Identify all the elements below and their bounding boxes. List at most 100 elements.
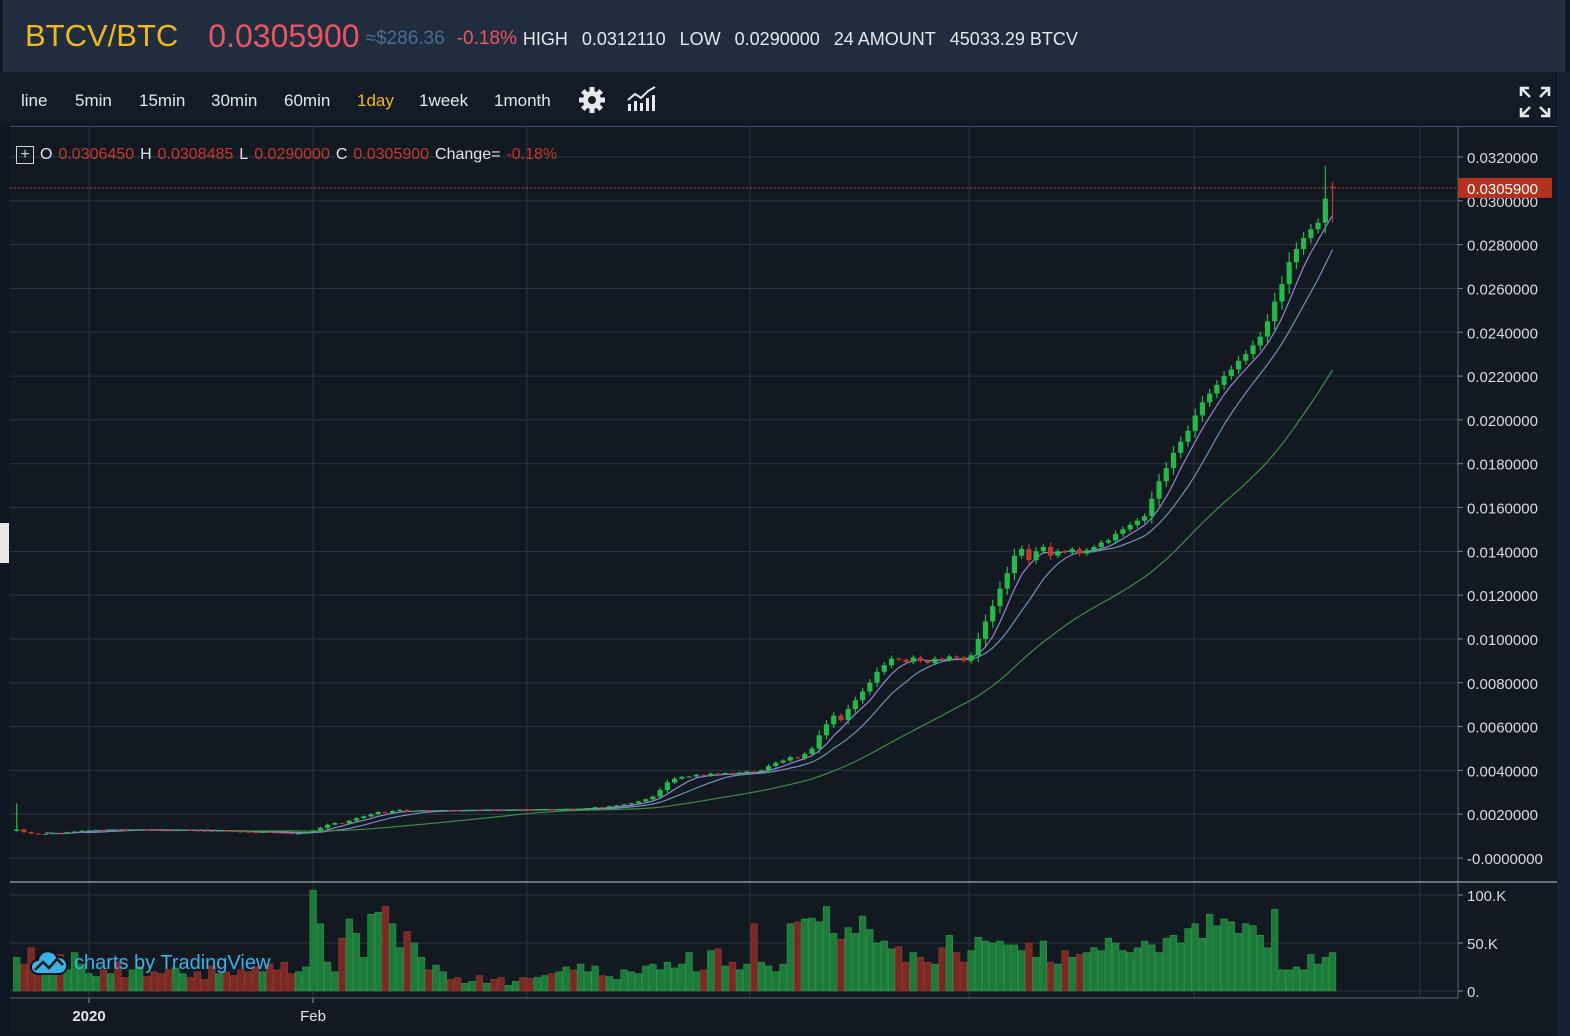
timeframe-1month[interactable]: 1month <box>494 91 551 110</box>
candle-body <box>1026 549 1032 561</box>
volume-bar <box>866 929 874 992</box>
volume-bar <box>938 947 946 992</box>
candle-body <box>1178 441 1184 453</box>
candle-body <box>635 801 642 804</box>
price-tick-label: 0.0280000 <box>1467 238 1538 255</box>
timeframe-1week[interactable]: 1week <box>419 91 469 110</box>
timeframe-30min[interactable]: 30min <box>211 91 258 110</box>
volume-bar <box>887 948 896 992</box>
candle-body <box>353 818 360 821</box>
candle-body <box>527 809 533 811</box>
candle-body <box>570 808 577 810</box>
candle-body <box>650 796 656 800</box>
candle-body <box>1329 186 1336 188</box>
volume-bar <box>562 966 570 992</box>
candle-body <box>1156 481 1162 499</box>
candle-body <box>397 809 403 811</box>
branding-text: charts by TradingView <box>74 951 271 974</box>
candle-body <box>982 621 989 639</box>
candle-body <box>93 829 99 831</box>
volume-bar <box>613 979 621 992</box>
expand-legend-icon[interactable]: + <box>16 146 34 164</box>
volume-bar <box>222 971 230 992</box>
volume-bar <box>844 927 852 992</box>
volume-bar <box>909 952 917 992</box>
indicators-icon[interactable] <box>627 86 657 117</box>
volume-bar <box>981 940 990 992</box>
candle-body <box>672 778 678 783</box>
candle-body <box>729 773 736 775</box>
ohlc-legend: + O 0.0306450 H 0.0308485 L 0.0290000 C … <box>16 146 557 164</box>
candle-body <box>838 715 844 720</box>
volume-bar <box>403 931 411 992</box>
candle-body <box>556 809 562 811</box>
moving-average-30-line <box>226 369 1334 832</box>
timeframe-1day[interactable]: 1day <box>357 91 394 110</box>
candle-body <box>1149 498 1155 517</box>
volume-bar <box>172 967 180 992</box>
candle-body <box>1134 520 1140 526</box>
candle-body <box>903 659 909 662</box>
fullscreen-icon[interactable] <box>1519 86 1551 123</box>
volume-bar <box>352 933 361 992</box>
timeframe-5min[interactable]: 5min <box>75 91 112 110</box>
price-tick-label: 0.0240000 <box>1467 325 1538 342</box>
volume-bar <box>793 921 802 992</box>
candle-body <box>426 810 432 812</box>
volume-bar <box>374 911 382 992</box>
candle-body <box>628 803 634 805</box>
amount-value: 45033.29 BTCV <box>949 28 1078 49</box>
price-tick-label: 0.0100000 <box>1467 632 1538 649</box>
usd-price: ≈$286.36 <box>365 28 445 49</box>
volume-bar <box>577 963 585 992</box>
volume-bar <box>396 947 404 992</box>
volume-bar <box>960 961 968 992</box>
volume-bar <box>345 918 353 992</box>
candle-body <box>831 715 837 725</box>
candle-body <box>1141 516 1148 521</box>
volume-bar <box>815 921 823 992</box>
volume-bar <box>13 957 21 992</box>
volume-bar <box>128 969 136 992</box>
low-label: L <box>239 146 249 163</box>
volume-bar <box>967 950 975 992</box>
candle-body <box>773 762 779 766</box>
candle-body <box>35 833 41 835</box>
volume-bar <box>786 923 794 992</box>
candle-body <box>737 772 743 774</box>
timeframe-60min[interactable]: 60min <box>284 91 331 110</box>
candle-body <box>852 700 858 710</box>
low-label: LOW <box>679 28 721 49</box>
volume-bar <box>873 942 881 992</box>
tradingview-branding[interactable]: charts by TradingView <box>30 950 270 976</box>
volume-bar <box>1263 947 1272 992</box>
candle-body <box>1264 321 1271 337</box>
volume-bar <box>634 973 643 992</box>
candle-body <box>1163 468 1169 482</box>
candle-body <box>1019 549 1025 556</box>
volume-bar <box>1206 913 1214 992</box>
candle-body <box>137 829 143 831</box>
sidebar-toggle-handle[interactable] <box>0 523 9 563</box>
volume-bar <box>1155 952 1163 992</box>
candle-body <box>1272 301 1278 322</box>
candle-body <box>990 606 996 622</box>
candle-body <box>209 830 215 832</box>
open-value: 0.0306450 <box>58 146 135 163</box>
candle-body <box>867 682 873 692</box>
volume-bar <box>266 963 274 992</box>
volume-bar <box>1003 944 1011 992</box>
timeframe-line[interactable]: line <box>21 91 48 110</box>
timeframe-15min[interactable]: 15min <box>139 91 186 110</box>
candle-body <box>1055 551 1061 556</box>
candle-body <box>1308 229 1314 239</box>
volume-bar <box>1169 935 1178 992</box>
volume-bar <box>1010 944 1019 992</box>
candle-body <box>498 810 504 812</box>
volume-bar <box>331 971 339 992</box>
candle-body <box>64 832 70 834</box>
volume-bar <box>1278 969 1286 992</box>
candle-body <box>1199 402 1206 416</box>
gear-icon[interactable] <box>578 86 606 119</box>
